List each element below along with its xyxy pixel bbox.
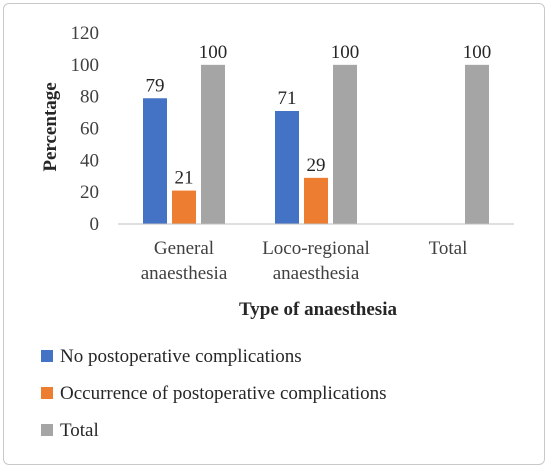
data-label: 21 <box>175 168 194 189</box>
y-tick-label: 120 <box>71 23 100 44</box>
x-category-label: Total <box>429 238 468 259</box>
x-category-label: Loco-regional <box>262 238 370 259</box>
y-tick-label: 0 <box>90 214 100 235</box>
y-tick-label: 60 <box>80 119 99 140</box>
chart-frame <box>3 3 545 465</box>
x-category-label: General <box>154 238 214 259</box>
data-label: 29 <box>307 155 326 176</box>
x-axis-title: Type of anaesthesia <box>239 299 397 320</box>
x-category-label: anaesthesia <box>141 263 228 284</box>
x-category-label: anaesthesia <box>273 263 360 284</box>
y-tick-label: 20 <box>80 182 99 203</box>
bar <box>304 177 328 224</box>
data-label: 100 <box>199 42 228 63</box>
y-tick-label: 100 <box>71 55 100 76</box>
data-label: 100 <box>463 42 492 63</box>
bar <box>201 64 225 224</box>
data-label: 100 <box>331 42 360 63</box>
legend-swatch <box>41 424 53 436</box>
y-axis-title: Percentage <box>40 82 61 171</box>
legend-swatch <box>41 387 53 399</box>
y-tick-label: 40 <box>80 150 99 171</box>
data-label: 71 <box>278 88 297 109</box>
legend-label: Occurrence of postoperative complication… <box>60 383 387 404</box>
bar <box>333 64 357 224</box>
bar <box>275 110 299 224</box>
data-label: 79 <box>146 75 165 96</box>
legend-label: Total <box>60 420 99 441</box>
y-tick-label: 80 <box>80 87 99 108</box>
x-axis-categories: General anaesthesia Loco-regional anaesthes… <box>141 238 468 284</box>
bars <box>143 64 489 224</box>
y-axis-ticks: 0 20 40 60 80 100 120 <box>71 23 100 235</box>
bar <box>465 64 489 224</box>
legend-label: No postoperative complications <box>60 346 302 367</box>
data-labels: 79 21 100 71 29 100 100 <box>146 42 492 189</box>
legend-swatch <box>41 350 53 362</box>
bar <box>172 190 196 224</box>
legend: No postoperative complications Occurrence… <box>41 346 387 441</box>
bar <box>143 98 167 224</box>
